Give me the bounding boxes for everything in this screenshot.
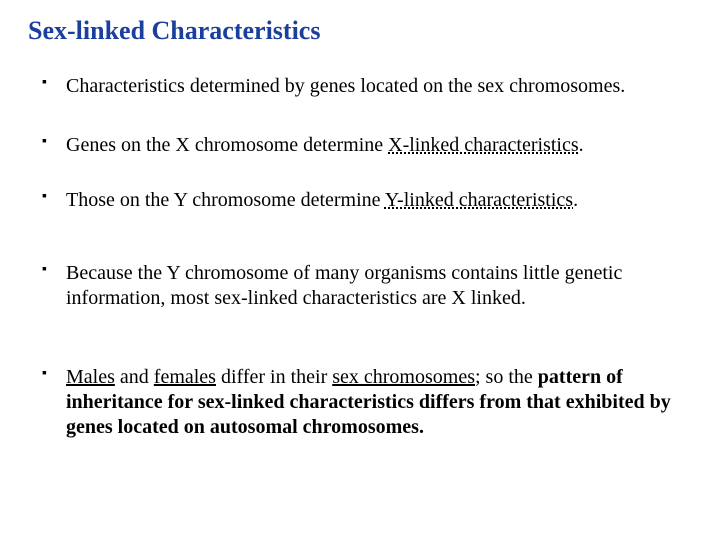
bullet-item: Genes on the X chromosome determine X-li… — [42, 133, 692, 158]
bullet-list: Characteristics determined by genes loca… — [28, 74, 692, 440]
text-run: Y-linked characteristics — [385, 189, 573, 211]
text-run: and — [115, 366, 154, 388]
text-run: . — [573, 189, 578, 211]
text-run: Males — [66, 366, 115, 388]
text-run: Because the Y chromosome of many organis… — [66, 262, 622, 309]
bullet-item: Males and females differ in their sex ch… — [42, 365, 692, 440]
text-run: ; so the — [475, 366, 538, 388]
text-run: Those on the Y chromosome determine — [66, 189, 385, 211]
slide-title: Sex-linked Characteristics — [28, 16, 692, 46]
text-run: sex chromosomes — [332, 366, 475, 388]
text-run: . — [579, 134, 584, 156]
bullet-item: Characteristics determined by genes loca… — [42, 74, 692, 99]
text-run: X-linked characteristics — [388, 134, 578, 156]
bullet-item: Those on the Y chromosome determine Y-li… — [42, 188, 692, 213]
bullet-item: Because the Y chromosome of many organis… — [42, 261, 692, 311]
text-run: differ in their — [216, 366, 332, 388]
text-run: Characteristics determined by genes loca… — [66, 75, 625, 97]
text-run: Genes on the X chromosome determine — [66, 134, 388, 156]
text-run: females — [154, 366, 216, 388]
